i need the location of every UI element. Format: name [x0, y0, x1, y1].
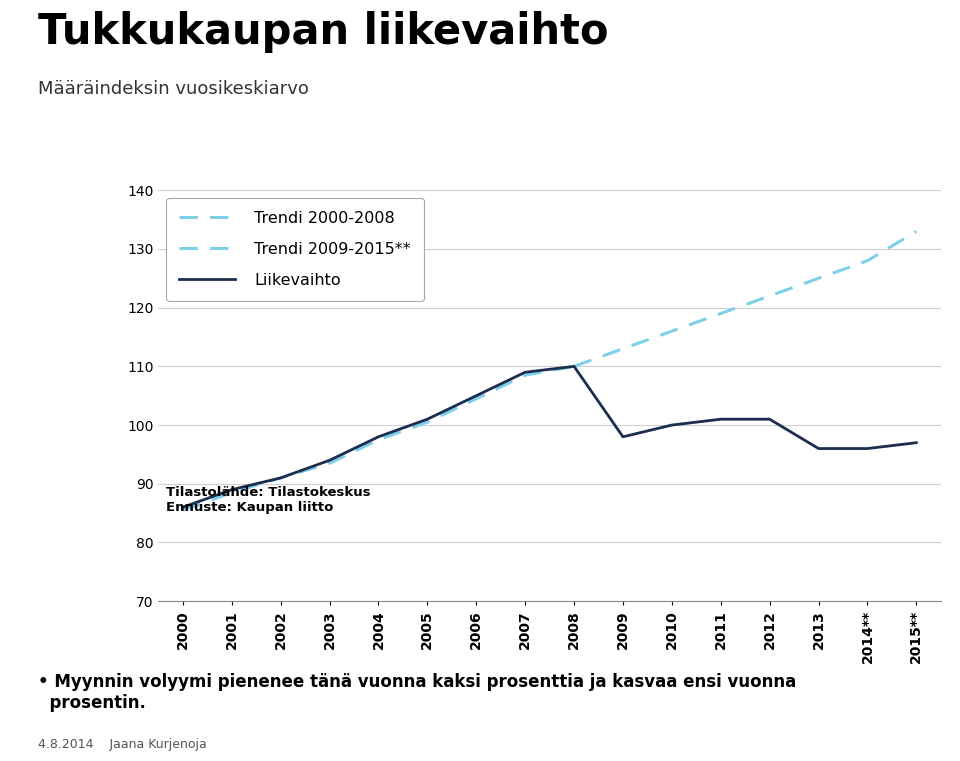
Legend: Trendi 2000-2008, Trendi 2009-2015**, Liikevaihto: Trendi 2000-2008, Trendi 2009-2015**, Li… [166, 198, 423, 301]
Text: 4.8.2014    Jaana Kurjenoja: 4.8.2014 Jaana Kurjenoja [38, 738, 207, 751]
Text: Tilastolähde: Tilastokeskus
Ennuste: Kaupan liitto: Tilastolähde: Tilastokeskus Ennuste: Kau… [166, 486, 371, 514]
Text: Määräindeksin vuosikeskiarvo: Määräindeksin vuosikeskiarvo [38, 80, 309, 98]
Text: Tukkukaupan liikevaihto: Tukkukaupan liikevaihto [38, 11, 609, 53]
Text: • Myynnin volyymi pienenee tänä vuonna kaksi prosenttia ja kasvaa ensi vuonna
  : • Myynnin volyymi pienenee tänä vuonna k… [38, 673, 797, 712]
